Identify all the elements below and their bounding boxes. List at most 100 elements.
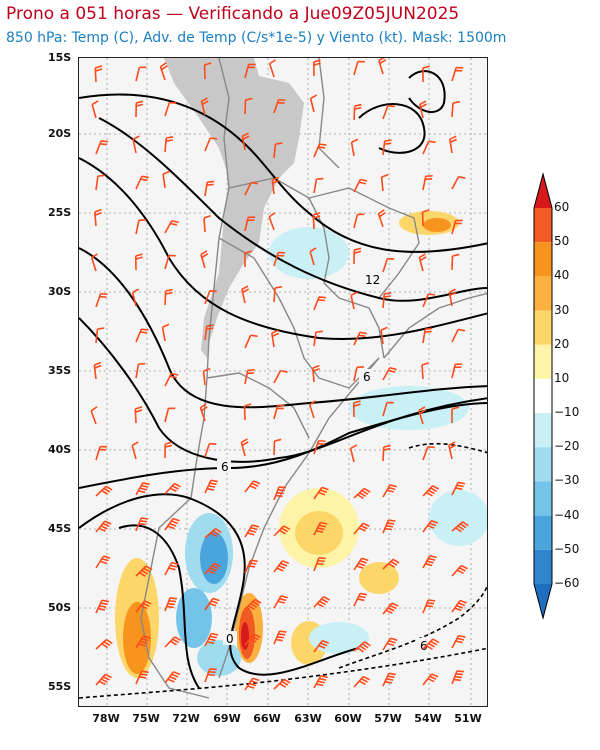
wind-barb [273,678,291,690]
map-canvas: 12 6 6 0 6 [79,58,487,706]
lat-label: 45S [48,522,72,535]
wind-barb [382,672,396,687]
wind-barb [203,62,212,80]
wind-barb [90,253,98,272]
wind-barb [451,328,466,343]
colorbar-tick-label: −30 [554,473,580,488]
wind-barb [94,65,103,83]
wind-barb [95,520,112,533]
wind-barb [451,521,469,533]
wind-barb [353,522,370,535]
wind-barb [244,334,258,349]
wind-barb [312,59,321,77]
wind-barb [135,362,146,379]
wind-barb [93,208,102,227]
wind-barb [451,66,464,82]
wind-barb [135,517,149,532]
wind-barb [164,597,178,612]
lat-label: 55S [48,680,72,693]
wind-barb [95,445,108,461]
wind-barb [268,59,276,78]
wind-barb [204,324,214,341]
wind-barb [382,401,394,417]
wind-barb [135,635,151,649]
map-panel: 12 6 6 0 6 [78,57,488,707]
wind-barb [204,180,215,197]
wind-barb [204,290,217,305]
contour-label: 6 [363,370,371,384]
wind-barb [162,170,170,189]
wind-barb [353,487,371,500]
wind-barb [164,671,181,684]
wind-barb [353,60,365,76]
wind-barb [132,135,140,154]
colorbar-segment [534,413,552,448]
wind-barb [164,136,174,153]
lat-label: 15S [48,51,72,64]
wind-barb [422,599,436,614]
wind-barb [240,438,249,457]
temperature-contours [79,70,487,689]
wind-barb [382,519,396,534]
wind-barb [273,404,285,420]
wind-barb [313,486,329,500]
wind-barb [451,481,466,496]
lon-label: 69W [213,712,241,725]
wind-barb [313,439,326,455]
wind-barb [422,327,433,344]
wind-barb [164,517,180,531]
wind-barb [273,251,286,267]
lon-label: 60W [334,712,362,725]
country-borders [140,58,487,699]
wind-barb [135,100,144,118]
wind-barb [382,366,397,381]
wind-barb [164,441,173,459]
wind-barb [313,557,326,572]
wind-barb [204,442,217,458]
wind-barb [422,140,436,155]
wind-barb [350,291,358,310]
wind-barb [451,219,463,235]
wind-barb [273,630,287,645]
colorbar-tick-label: 10 [554,370,570,385]
colorbar-segment [534,584,552,618]
wind-barb [135,66,147,82]
wind-barb [204,668,217,683]
colorbar-tick-label: −60 [554,576,580,590]
wind-barb [204,137,218,152]
wind-barb [95,292,108,308]
wind-barb [313,330,323,347]
wind-barb [135,565,153,577]
wind-barb [244,598,262,611]
wind-barb [350,138,359,157]
wind-barb [422,174,433,191]
wind-barb [313,596,331,608]
wind-barb [313,639,330,653]
contour-label: 12 [365,273,380,287]
wind-barb [419,100,428,119]
map-subtitle: 850 hPa: Temp (C), Adv. de Temp (C/s*1e-… [6,30,507,46]
wind-barb [349,444,358,463]
contour-label: 6 [221,460,229,474]
wind-barb [204,527,222,539]
wind-barb [382,444,391,462]
lon-label: 75W [132,712,160,725]
wind-barb [382,105,395,120]
wind-barb [449,135,458,154]
wind-barb [273,525,291,537]
wind-barb [377,209,386,228]
wind-barb [95,140,109,155]
wind-barb [131,288,140,307]
wind-barb [135,481,150,496]
wind-barb [418,406,427,425]
colorbar-tick-label: −50 [554,541,580,556]
colorbar-tick-label: 20 [554,336,570,351]
colorbar-tick-label: 50 [554,234,570,249]
lon-label: 66W [253,712,281,725]
wind-barb [90,406,98,425]
map-title: Prono a 051 horas — Verificando a Jue09Z… [6,4,460,24]
wind-barb [244,524,260,538]
wind-barb [309,94,318,113]
wind-barb [380,326,388,345]
lon-label: 72W [172,712,200,725]
